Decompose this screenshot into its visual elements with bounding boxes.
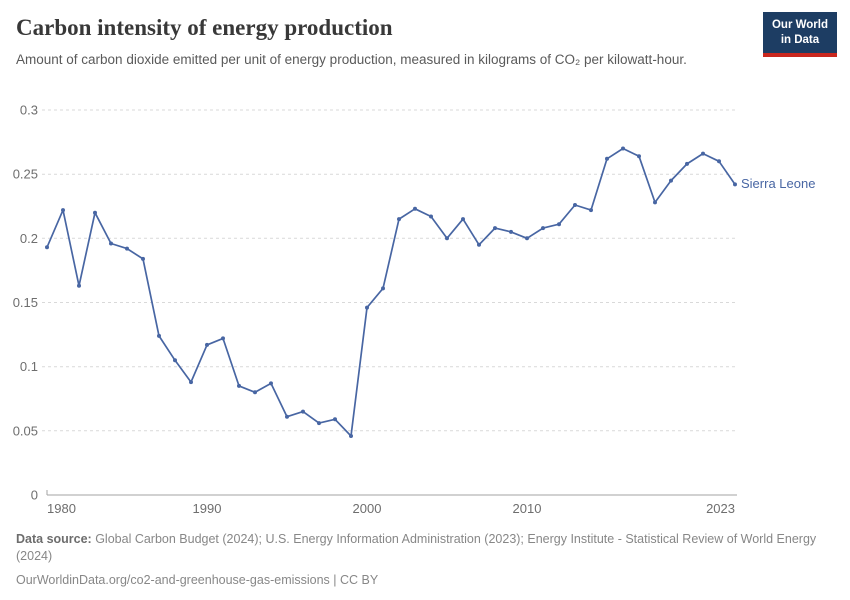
data-point-2013[interactable] xyxy=(573,203,577,207)
data-point-2009[interactable] xyxy=(509,229,513,234)
data-point-1984[interactable] xyxy=(109,241,113,246)
owid-logo-line1: Our World xyxy=(771,19,828,31)
data-point-2019[interactable] xyxy=(669,178,673,183)
x-tick-label-1980: 1980 xyxy=(47,501,76,516)
series-label-sierra-leone[interactable]: Sierra Leone xyxy=(741,176,816,191)
data-point-2002[interactable] xyxy=(397,217,401,222)
data-point-2020[interactable] xyxy=(685,161,689,166)
y-tick-label-0.15: 0.15 xyxy=(13,295,38,310)
data-point-1987[interactable] xyxy=(157,333,161,338)
data-point-2011[interactable] xyxy=(541,226,545,231)
y-tick-label-0.25: 0.25 xyxy=(13,167,38,182)
data-point-2005[interactable] xyxy=(445,236,449,241)
x-tick-label-2023: 2023 xyxy=(706,501,735,516)
data-point-1980[interactable] xyxy=(45,245,49,250)
owid-logo: Our World in Data xyxy=(762,12,837,57)
chart-footer: Data source: Global Carbon Budget (2024)… xyxy=(16,531,828,589)
data-point-2018[interactable] xyxy=(653,200,657,205)
data-point-2006[interactable] xyxy=(461,217,465,222)
data-point-1993[interactable] xyxy=(253,390,257,395)
data-point-2021[interactable] xyxy=(701,151,705,156)
data-point-1982[interactable] xyxy=(77,283,81,288)
data-point-1990[interactable] xyxy=(205,342,209,347)
data-point-1997[interactable] xyxy=(317,421,321,426)
x-tick-label-2010: 2010 xyxy=(513,501,542,516)
data-point-1986[interactable] xyxy=(141,256,145,261)
data-point-2014[interactable] xyxy=(589,208,593,213)
data-point-1998[interactable] xyxy=(333,417,337,422)
data-point-2007[interactable] xyxy=(477,242,481,247)
data-source-line: Data source: Global Carbon Budget (2024)… xyxy=(16,531,828,565)
data-point-1989[interactable] xyxy=(189,380,193,385)
data-point-2017[interactable] xyxy=(637,154,641,159)
data-point-1981[interactable] xyxy=(61,208,65,213)
data-source-text: Global Carbon Budget (2024); U.S. Energy… xyxy=(16,532,817,563)
data-point-2004[interactable] xyxy=(429,214,433,219)
data-point-2008[interactable] xyxy=(493,226,497,231)
data-point-2000[interactable] xyxy=(365,305,369,310)
data-point-2001[interactable] xyxy=(381,286,385,291)
data-point-1983[interactable] xyxy=(93,210,97,215)
page-title: Carbon intensity of energy production xyxy=(16,15,393,40)
data-point-1991[interactable] xyxy=(221,336,225,341)
series-line-sierra-leone[interactable] xyxy=(46,147,736,437)
data-point-2022[interactable] xyxy=(717,159,721,164)
data-point-1994[interactable] xyxy=(269,381,273,386)
x-tick-label-2000: 2000 xyxy=(353,501,382,516)
data-point-2016[interactable] xyxy=(621,146,625,151)
data-point-1985[interactable] xyxy=(125,246,129,251)
y-tick-label-0.1: 0.1 xyxy=(20,359,38,374)
data-point-1995[interactable] xyxy=(285,414,289,419)
data-point-1988[interactable] xyxy=(173,358,177,363)
data-point-1996[interactable] xyxy=(301,409,305,414)
data-point-2010[interactable] xyxy=(525,236,529,241)
owid-logo-line2: in Data xyxy=(780,33,820,46)
y-tick-label-0.3: 0.3 xyxy=(20,103,38,118)
y-tick-label-0.05: 0.05 xyxy=(13,423,38,438)
data-point-1992[interactable] xyxy=(237,383,241,388)
x-tick-label-1990: 1990 xyxy=(193,501,222,516)
chart-subtitle: Amount of carbon dioxide emitted per uni… xyxy=(16,52,687,67)
y-tick-label-0: 0 xyxy=(31,488,38,503)
data-point-2012[interactable] xyxy=(557,222,561,227)
data-point-1999[interactable] xyxy=(349,434,353,438)
data-point-2003[interactable] xyxy=(413,206,417,211)
data-point-2023[interactable] xyxy=(733,182,737,187)
y-tick-label-0.2: 0.2 xyxy=(20,231,38,246)
data-point-2015[interactable] xyxy=(605,156,609,161)
data-source-label: Data source: xyxy=(16,532,92,546)
license-line[interactable]: OurWorldinData.org/co2-and-greenhouse-ga… xyxy=(16,573,379,587)
